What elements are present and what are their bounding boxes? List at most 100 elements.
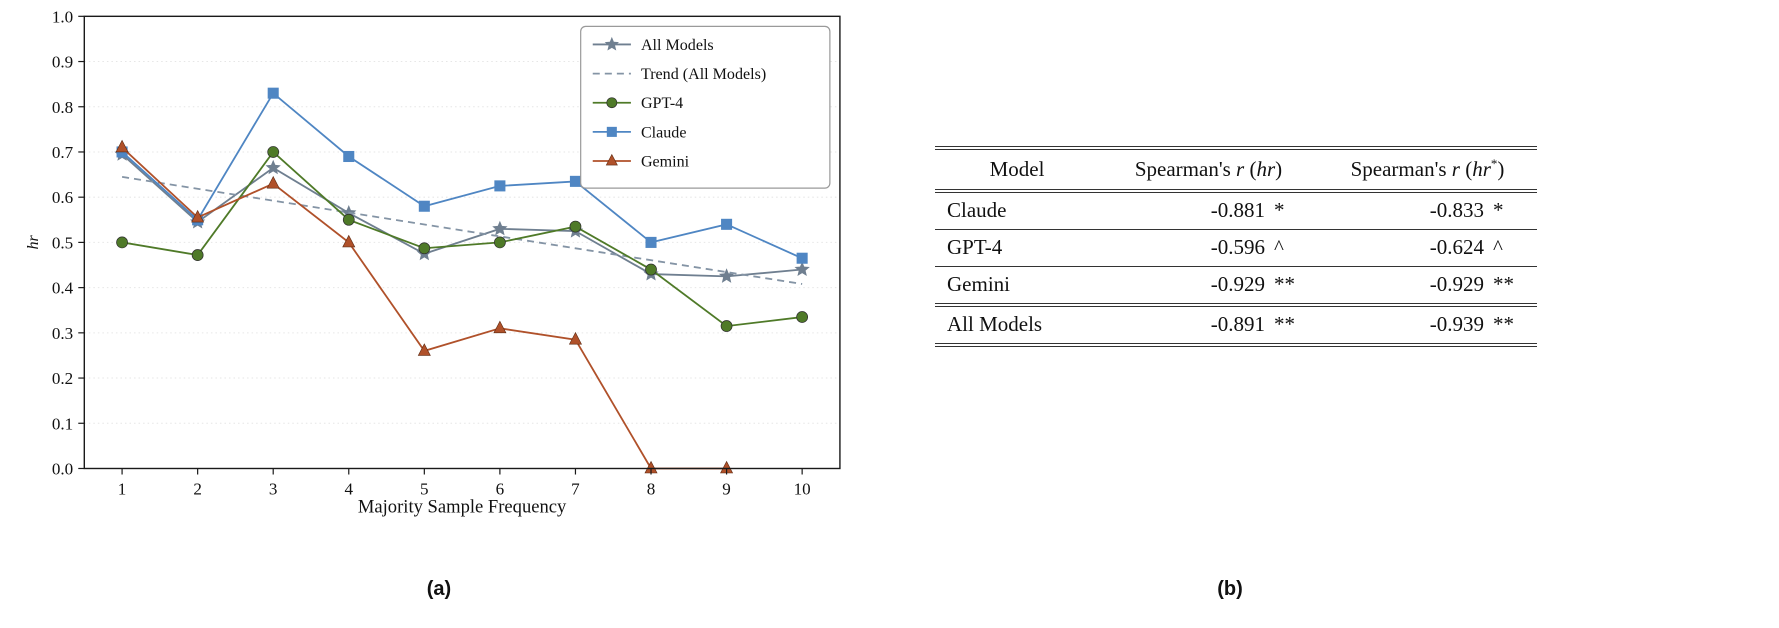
chart-text: 4: [344, 480, 353, 499]
correlation-cell: -0.929 **: [1099, 266, 1318, 307]
marker-square: [267, 87, 279, 99]
marker-triangle: [605, 153, 618, 166]
marker-square: [645, 236, 657, 248]
model-cell: GPT-4: [935, 229, 1099, 267]
chart-text: 0.7: [52, 143, 74, 162]
chart-text: 10: [794, 480, 811, 499]
correlation-cell: -0.881 *: [1099, 191, 1318, 230]
significance-mark: **: [1493, 312, 1514, 336]
chart-text: Majority Sample Frequency: [358, 497, 567, 518]
marker-star: [265, 159, 281, 175]
marker-circle: [342, 213, 355, 226]
plot-border: [83, 15, 841, 470]
marker-circle: [494, 236, 506, 249]
significance-mark: *: [1274, 198, 1285, 222]
correlation-value: -0.881: [1210, 198, 1265, 222]
correlation-cell: -0.596 ^: [1099, 229, 1318, 267]
panel-a: 1 2 3 4 5 6 7 8 9 10 0.0 0.1 0.2 0.3 0.4 0.5 0.6 0.7 0.8 0.…: [22, 4, 856, 526]
chart-text: 0.9: [52, 53, 73, 72]
chart-text: GPT-4: [641, 95, 683, 112]
panel-b: Model Spearman's r (hr) Spearman's r (hr*)…: [935, 146, 1537, 347]
chart-text: All Models: [641, 37, 714, 54]
marker-square: [606, 126, 617, 137]
chart-text: Gemini: [641, 154, 690, 171]
marker-square: [721, 218, 733, 230]
correlation-value: -0.833: [1429, 198, 1484, 222]
correlation-cell: -0.891 **: [1099, 305, 1318, 345]
correlation-cell: -0.929 **: [1318, 266, 1537, 307]
marker-circle: [191, 249, 204, 261]
marker-triangle: [115, 139, 129, 153]
significance-mark: ^: [1493, 235, 1503, 259]
significance-mark: *: [1493, 198, 1504, 222]
series-line-gpt-4: [121, 150, 803, 328]
marker-star: [492, 220, 508, 236]
chart-text: 8: [647, 480, 656, 499]
marker-square: [569, 175, 581, 187]
chart-text: 0.4: [52, 279, 74, 298]
marker-circle: [418, 242, 431, 255]
series-line-claude: [121, 91, 803, 260]
chart-text: 2: [193, 480, 202, 499]
table-row: All Models -0.891 ** -0.939 **: [935, 305, 1537, 345]
chart-text: 9: [722, 480, 731, 499]
y-axis-label: hr: [25, 235, 42, 250]
marker-circle: [569, 220, 582, 233]
caption-a: (a): [426, 578, 452, 600]
table-row: Claude -0.881 * -0.833 *: [935, 191, 1537, 230]
chart-text: 0.5: [52, 233, 73, 252]
significance-mark: **: [1274, 312, 1295, 336]
column-header: Model: [935, 148, 1099, 193]
correlation-cell: -0.624 ^: [1318, 229, 1537, 267]
model-cell: Gemini: [935, 266, 1099, 307]
marker-triangle: [568, 331, 582, 345]
chart-text: 0.8: [52, 98, 73, 117]
chart-text: 0.1: [52, 414, 73, 433]
chart-text: 6: [496, 480, 505, 499]
table-header-row: Model Spearman's r (hr) Spearman's r (hr*): [935, 148, 1537, 193]
marker-square: [796, 252, 808, 264]
marker-triangle: [266, 175, 280, 189]
model-cell: Claude: [935, 191, 1099, 230]
significance-mark: ^: [1274, 235, 1284, 259]
correlation-value: -0.939: [1429, 312, 1484, 336]
correlation-cell: -0.939 **: [1318, 305, 1537, 345]
chart-text: 7: [571, 480, 580, 499]
chart-text: 3: [269, 480, 278, 499]
chart-text: Claude: [641, 124, 687, 141]
marker-star: [718, 268, 735, 283]
marker-triangle: [417, 343, 431, 356]
marker-star: [794, 261, 810, 277]
significance-mark: **: [1493, 272, 1514, 296]
chart-text: 1.0: [52, 7, 73, 26]
chart-text: 0.3: [52, 324, 73, 343]
marker-circle: [267, 146, 280, 158]
correlation-cell: -0.833 *: [1318, 191, 1537, 230]
column-header: Spearman's r (hr): [1099, 148, 1318, 193]
marker-circle: [606, 97, 618, 109]
marker-triangle: [493, 320, 507, 334]
chart-text: 0.6: [52, 188, 74, 207]
table-row: GPT-4 -0.596 ^ -0.624 ^: [935, 229, 1537, 267]
chart-text: 0.0: [52, 460, 73, 479]
marker-square: [494, 180, 506, 192]
marker-circle: [720, 320, 733, 332]
correlation-value: -0.929: [1210, 272, 1265, 296]
marker-star: [604, 36, 619, 51]
chart-text: 0.2: [52, 369, 73, 388]
marker-circle: [796, 311, 809, 323]
stats-table-body: Claude -0.881 * -0.833 * GPT-4 -0.596 ^ -0.624 ^ G…: [935, 191, 1537, 345]
correlation-value: -0.929: [1429, 272, 1484, 296]
marker-square: [418, 200, 430, 212]
table-row: Gemini -0.929 ** -0.929 **: [935, 266, 1537, 307]
chart-text: 1: [118, 480, 127, 499]
chart-text: 5: [420, 480, 429, 499]
marker-circle: [645, 263, 657, 276]
marker-triangle: [342, 234, 356, 248]
marker-circle: [116, 236, 128, 249]
significance-mark: **: [1274, 272, 1295, 296]
column-header: Spearman's r (hr*): [1318, 148, 1537, 193]
series-line-trend-all-models: [121, 175, 803, 285]
caption-b: (b): [1217, 578, 1243, 600]
